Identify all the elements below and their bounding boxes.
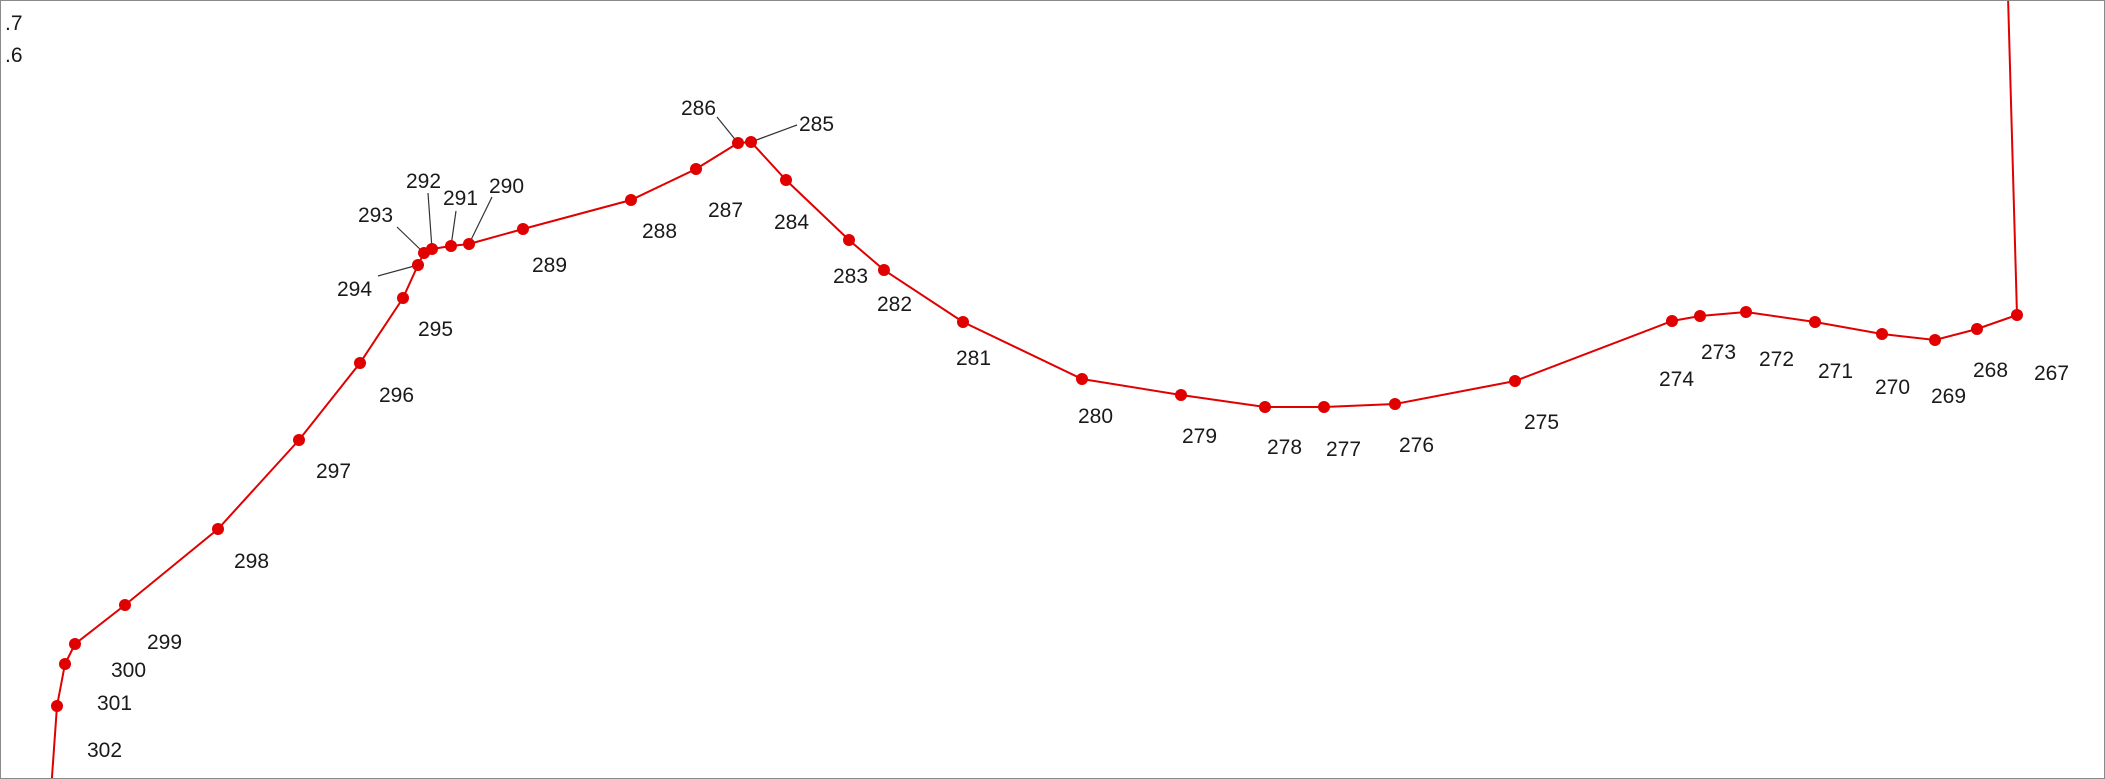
vertex-label-296: 296 [379,384,414,407]
vertex-label-276: 276 [1399,434,1434,457]
vertex-285[interactable] [745,136,757,148]
clipped-edge-labels: .7 .6 [5,12,23,67]
vertex-label-286: 286 [681,97,716,120]
vertex-label-279: 279 [1182,425,1217,448]
vertex-302[interactable] [51,700,63,712]
vertex-label-282: 282 [877,293,912,316]
vertex-297[interactable] [293,434,305,446]
vertex-label-275: 275 [1524,411,1559,434]
vertex-label-267: 267 [2034,362,2069,385]
vertex-label-269: 269 [1931,385,1966,408]
vertex-label-271: 271 [1818,360,1853,383]
vertex-labels: 267 268 269 270 271 272 273 274 275 276 277 278 279 2… [87,97,2069,762]
vertex-label-284: 284 [774,211,809,234]
vertex-272[interactable] [1740,306,1752,318]
vertex-281[interactable] [957,316,969,328]
vertex-label-292: 292 [406,170,441,193]
vertex-markers [51,136,2023,712]
vertex-299[interactable] [119,599,131,611]
vertex-301[interactable] [59,658,71,670]
vertex-label-277: 277 [1326,438,1361,461]
leader-line-285 [750,124,798,143]
vertex-293[interactable] [418,247,430,259]
vertex-label-285: 285 [799,113,834,136]
vertex-label-293: 293 [358,204,393,227]
vertex-294[interactable] [412,259,424,271]
vertex-275[interactable] [1509,375,1521,387]
vertex-label-297: 297 [316,460,351,483]
vertex-label-298: 298 [234,550,269,573]
vertex-298[interactable] [212,523,224,535]
vertex-label-273: 273 [1701,341,1736,364]
leader-line-290 [468,196,493,245]
vertex-label-289: 289 [532,254,567,277]
vertex-295[interactable] [397,292,409,304]
vertex-label-294: 294 [337,278,372,301]
vertex-273[interactable] [1694,310,1706,322]
vertex-278[interactable] [1259,401,1271,413]
vertex-300[interactable] [69,638,81,650]
vertex-label-299: 299 [147,631,182,654]
vertex-label-283: 283 [833,265,868,288]
vertex-label-268: 268 [1973,359,2008,382]
vertex-276[interactable] [1389,398,1401,410]
vertex-label-281: 281 [956,347,991,370]
vertex-269[interactable] [1929,334,1941,346]
vertex-label-274: 274 [1659,368,1694,391]
vertex-label-291: 291 [443,187,478,210]
vertex-290[interactable] [463,238,475,250]
vertex-label-278: 278 [1267,436,1302,459]
vertex-284[interactable] [780,174,792,186]
vertex-label-288: 288 [642,220,677,243]
leader-line-294 [377,264,419,277]
vertex-277[interactable] [1318,401,1330,413]
vertex-280[interactable] [1076,373,1088,385]
vertex-283[interactable] [843,234,855,246]
vertex-label-280: 280 [1078,405,1113,428]
vertex-label-300: 300 [111,659,146,682]
vertex-268[interactable] [1971,323,1983,335]
vertex-label-295: 295 [418,318,453,341]
vertex-291[interactable] [445,240,457,252]
vertex-label-270: 270 [1875,376,1910,399]
vertex-289[interactable] [517,223,529,235]
vertex-296[interactable] [354,357,366,369]
vertex-288[interactable] [625,194,637,206]
vertex-label-290: 290 [489,175,524,198]
vertex-label-287: 287 [708,199,743,222]
vertex-279[interactable] [1175,389,1187,401]
vertex-267[interactable] [2011,309,2023,321]
vertex-label-302: 302 [87,739,122,762]
edge-label-second: .6 [5,44,23,67]
vertex-287[interactable] [690,163,702,175]
route-polyline [50,1,2019,778]
vertex-282[interactable] [878,264,890,276]
vertex-270[interactable] [1876,328,1888,340]
leader-line-293 [396,226,425,254]
vertex-274[interactable] [1666,315,1678,327]
vertex-286[interactable] [732,137,744,149]
vertex-label-272: 272 [1759,348,1794,371]
vertex-label-301: 301 [97,692,132,715]
leader-line-292 [427,192,433,250]
edge-label-top: .7 [5,12,23,35]
vertex-271[interactable] [1809,316,1821,328]
